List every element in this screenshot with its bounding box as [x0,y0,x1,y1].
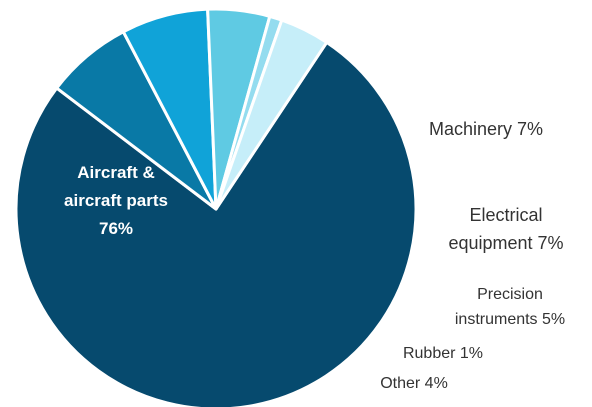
pie-label-machinery: Machinery 7% [429,119,543,139]
pie-labels: Aircraft & aircraft parts 76% Machinery 7% E… [64,119,565,392]
pie-slices [14,7,418,407]
pie-label-precision-instruments: Precision instruments 5% [455,286,565,328]
pie-label-electrical-equipment: Electrical equipment 7% [448,205,563,253]
pie-label-other: Other 4% [380,375,448,392]
pie-slice-other [214,18,329,211]
pie-label-aircraft-aircraft-parts: Aircraft & aircraft parts 76% [64,163,168,238]
pie-label-rubber: Rubber 1% [403,345,483,362]
